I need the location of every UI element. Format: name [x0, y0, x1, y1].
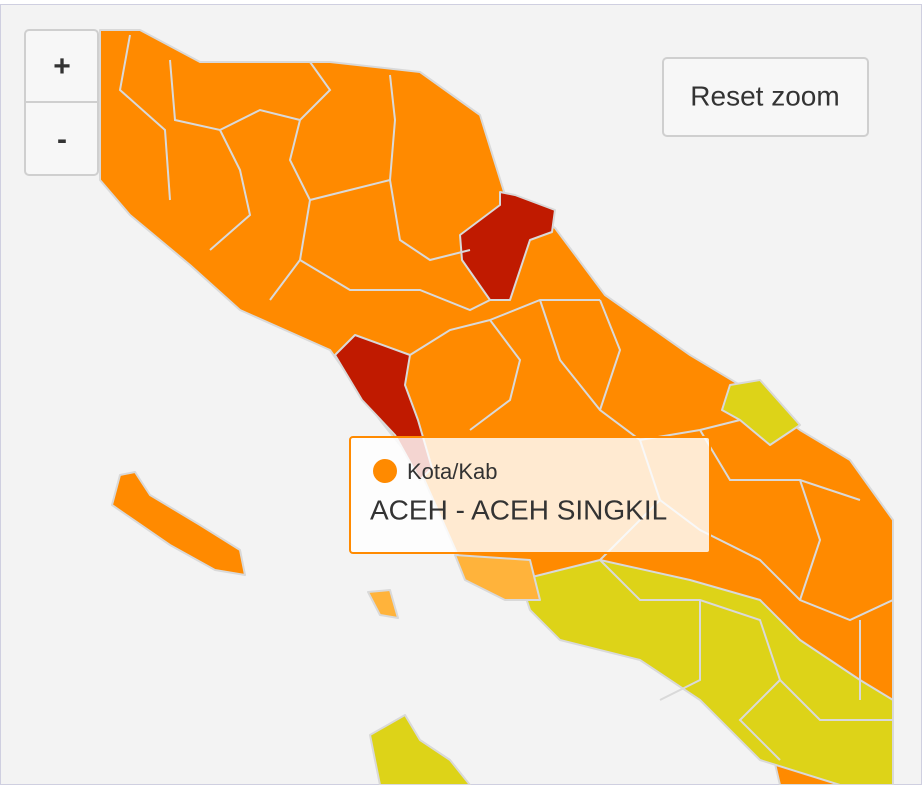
- region-border: [118, 34, 894, 761]
- region: [459, 191, 556, 301]
- region: [367, 589, 399, 619]
- zoom-controls: + -: [24, 29, 99, 176]
- reset-zoom-label[interactable]: Reset zoom: [690, 80, 839, 111]
- region: [369, 714, 471, 785]
- tooltip-marker: [373, 459, 397, 483]
- tooltip-series: Kota/Kab: [407, 459, 498, 484]
- tooltip-region: ACEH - ACEH SINGKIL: [370, 494, 667, 525]
- reset-zoom-button[interactable]: Reset zoom: [662, 57, 869, 137]
- region: [454, 554, 541, 601]
- reset-zoom-box[interactable]: [662, 57, 869, 137]
- region: [111, 471, 246, 576]
- zoom-in-label[interactable]: +: [53, 50, 71, 83]
- region: [721, 379, 801, 446]
- tooltip: Kota/Kab ACEH - ACEH SINGKIL: [349, 436, 711, 554]
- map-regions: [99, 29, 894, 785]
- tooltip-box: [349, 436, 711, 554]
- region: [519, 559, 894, 785]
- zoom-out-label[interactable]: -: [57, 123, 67, 156]
